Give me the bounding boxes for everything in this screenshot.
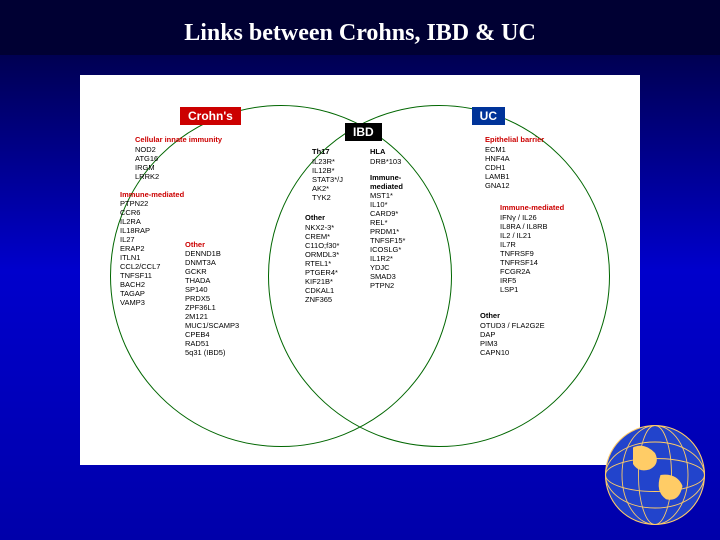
venn-diagram: Crohn's IBD UC Cellular innate immunity … bbox=[80, 75, 640, 465]
left-h3: Other bbox=[185, 240, 205, 249]
crohns-badge: Crohn's bbox=[180, 107, 241, 125]
center-g2: MST1* IL10* CARD9* REL* PRDM1* TNFSF15* … bbox=[370, 191, 405, 290]
right-g1: ECM1 HNF4A CDH1 LAMB1 GNA12 bbox=[485, 145, 510, 190]
center-g1b: DRB*103 bbox=[370, 157, 401, 166]
left-h1: Cellular innate immunity bbox=[135, 135, 222, 144]
center-h3o: Other bbox=[305, 213, 325, 222]
left-g3: DENND1B DNMT3A GCKR THADA SP140 PRDX5 ZP… bbox=[185, 249, 239, 357]
center-h1a: Th17 bbox=[312, 147, 330, 156]
center-h1b: HLA bbox=[370, 147, 385, 156]
right-h2: Immune-mediated bbox=[500, 203, 564, 212]
right-g2: IFNγ / IL26 IL8RA / IL8RB IL2 / IL21 IL7… bbox=[500, 213, 548, 294]
center-h2: Immune- mediated bbox=[370, 173, 403, 191]
center-g3: NKX2-3* CREM* C11O;f30* ORMDL3* RTEL1* P… bbox=[305, 223, 339, 304]
left-g1: NOD2 ATG16 IRGM LRRK2 bbox=[135, 145, 159, 181]
ibd-badge: IBD bbox=[345, 123, 382, 141]
slide-title: Links between Crohns, IBD & UC bbox=[0, 0, 720, 55]
globe-icon bbox=[600, 420, 710, 530]
right-h1: Epithelial barrier bbox=[485, 135, 544, 144]
uc-badge: UC bbox=[472, 107, 505, 125]
left-g2: PTPN22 CCR6 IL2RA IL18RAP IL27 ERAP2 ITL… bbox=[120, 199, 160, 307]
right-h3: Other bbox=[480, 311, 500, 320]
center-g1a: IL23R* IL12B* STAT3*/J AK2* TYK2 bbox=[312, 157, 343, 202]
left-h2: Immune-mediated bbox=[120, 190, 184, 199]
right-g3: OTUD3 / FLA2G2E DAP PIM3 CAPN10 bbox=[480, 321, 545, 357]
